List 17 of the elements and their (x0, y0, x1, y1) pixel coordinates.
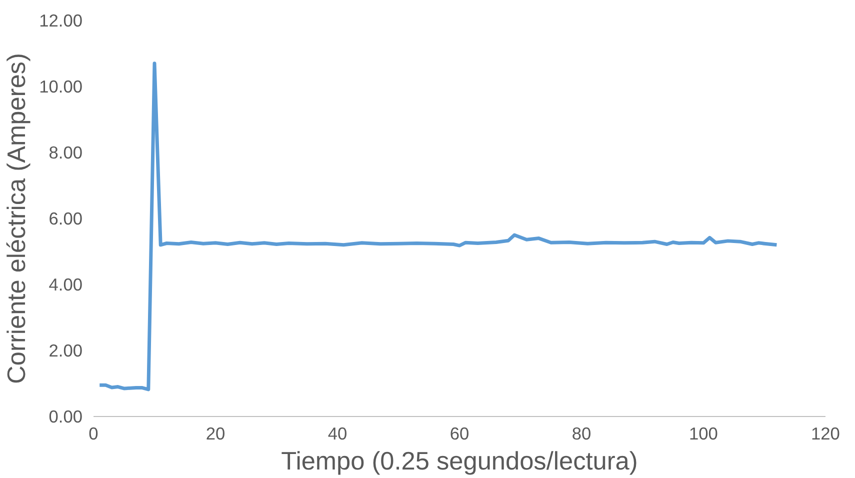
y-tick-label: 10.00 (39, 76, 83, 96)
y-axis-title: Corriente eléctrica (Amperes) (3, 53, 32, 384)
y-tick-label: 0.00 (48, 406, 83, 426)
x-tick-label: 0 (88, 424, 98, 444)
x-tick-label: 80 (572, 424, 592, 444)
x-tick-label: 120 (811, 424, 840, 444)
y-tick-label: 12.00 (39, 10, 83, 30)
y-tick-label: 4.00 (48, 274, 83, 294)
y-tick-label: 6.00 (48, 208, 83, 228)
y-tick-label: 2.00 (48, 340, 83, 360)
x-tick-label: 100 (689, 424, 718, 444)
x-axis-title: Tiempo (0.25 segundos/lectura) (281, 448, 638, 476)
x-tick-label: 60 (450, 424, 470, 444)
y-tick-label: 8.00 (48, 142, 83, 162)
line-series (98, 62, 778, 392)
x-tick-label: 40 (328, 424, 348, 444)
x-tick-label: 20 (206, 424, 226, 444)
